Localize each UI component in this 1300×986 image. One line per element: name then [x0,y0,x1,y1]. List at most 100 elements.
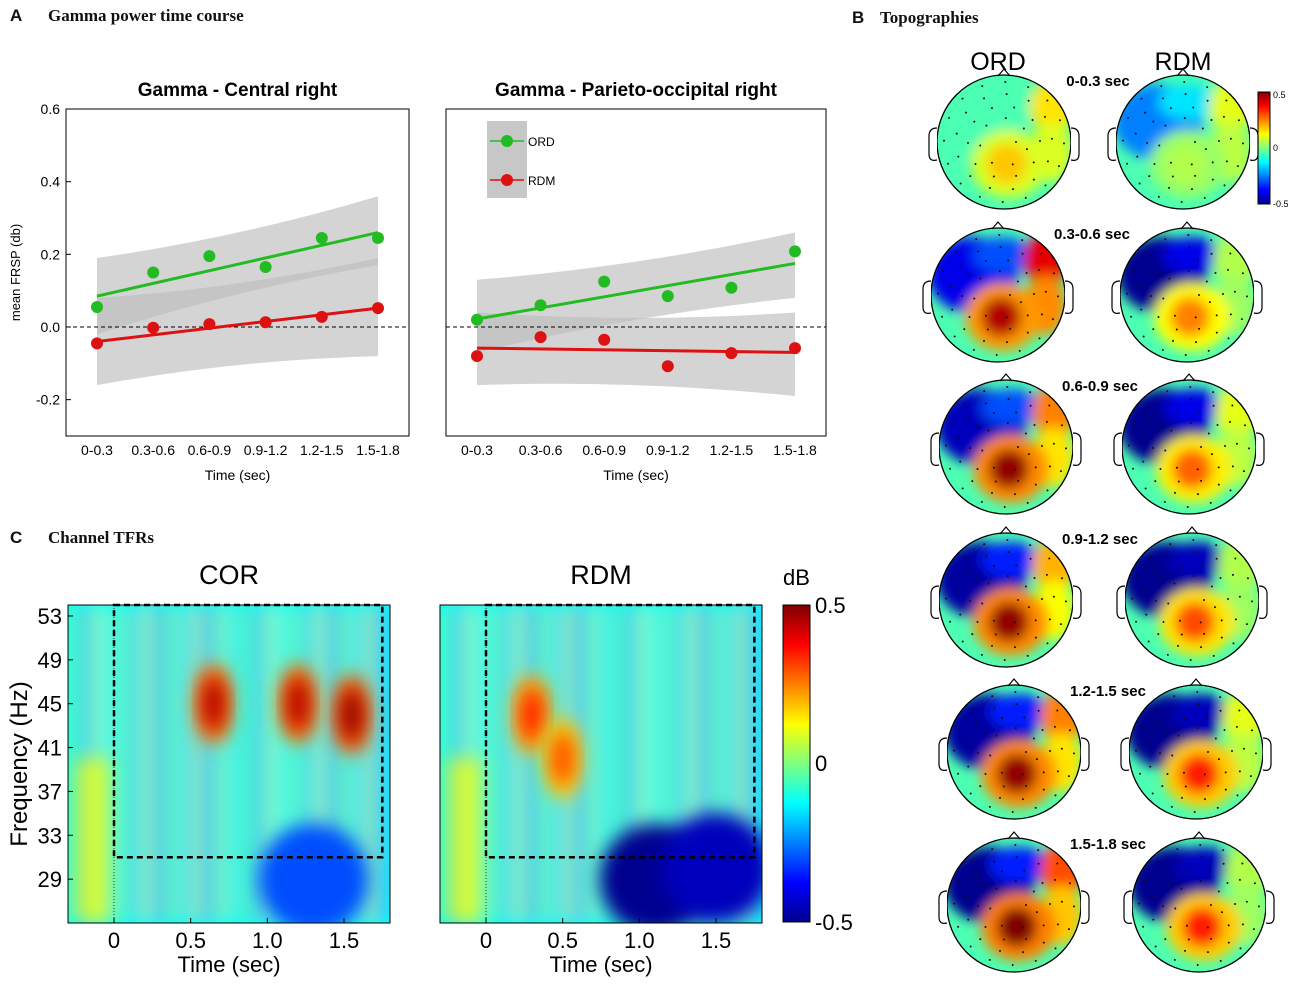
electrode-dot [1257,905,1260,908]
electrode-dot [949,467,952,470]
topo-parietal [997,907,1037,947]
electrode-dot [1132,467,1135,470]
electrode-dot [1187,938,1190,941]
electrode-dot [1140,308,1143,311]
left-ear-outline [1107,127,1117,161]
electrode-dot [1146,402,1149,405]
topo-column-labels: ORD RDM [970,48,1211,76]
electrode-dot [1166,390,1169,393]
data-point-ord [203,250,216,263]
electrode-dot [1173,314,1176,317]
nose-outline [997,68,1011,77]
tfr-stripe [663,605,673,923]
right-ear-outline [1080,890,1090,924]
electrode-dot [1210,252,1213,255]
chart-legend: ORD RDM [487,121,555,198]
electrode-dot [1196,493,1199,496]
tfr-stripe [613,605,623,923]
line-chart-parieto-occipital-right: Gamma - Parieto-occipital right 0-0.3 0.3-… [445,80,827,483]
electrode-dot [1173,260,1176,263]
right-ear-outline [1080,737,1090,771]
tfr-stripe [204,605,214,923]
electrode-dot [1241,142,1244,145]
electrode-dot [984,314,987,317]
electrode-dot [1183,117,1186,120]
electrode-dot [1168,402,1171,405]
electrode-dot [1203,798,1206,801]
topo-frontal-band [973,237,1033,273]
electrode-dot [1007,551,1010,554]
electrode-dot [1162,97,1165,100]
electrode-dot [995,353,998,356]
y-tick-label: 0.0 [41,319,61,335]
tfr-y-tick-label: 33 [38,823,62,848]
electrode-dot [985,402,988,405]
electrode-dot [1172,339,1175,342]
data-point-rdm [534,331,547,344]
electrode-dot [1161,348,1164,351]
tfr-stripe [179,605,189,923]
right-ear-outline [1064,280,1074,314]
tfr-y-tick-label: 41 [38,736,62,761]
electrode-dot [1131,597,1134,600]
electrode-dot [1201,564,1204,567]
tfr-stripe [725,605,735,923]
topo-blobs [947,842,1081,961]
data-point-ord [147,266,160,279]
electrode-dot [1177,734,1180,737]
electrode-dot [963,402,966,405]
electrode-dot [959,613,962,616]
electrode-dot [991,644,994,647]
left-ear-outline [922,280,932,314]
electrode-dot [971,480,974,483]
electrode-dot [971,707,974,710]
data-point-rdm [91,337,103,350]
plot-frame [65,108,410,437]
electrode-dot [1231,465,1234,468]
topo-head-rdm [1116,526,1268,668]
tfr-stripe [700,605,710,923]
electrode-dot [1072,905,1075,908]
topo-head-rdm [1107,68,1259,210]
electrode-dot [1222,862,1225,865]
electrode-dot [992,175,995,178]
electrode-dot [1198,411,1201,414]
right-ear-outline [1072,585,1082,619]
electrode-dot [1170,429,1173,432]
electrode-dot [1006,539,1009,542]
electrode-dot [1175,466,1178,469]
topo-blobs [937,79,1071,198]
nose-outline [991,221,1005,230]
electrode-dot [984,260,987,263]
electrode-dot [1204,148,1207,151]
nose-outline [1007,831,1021,840]
electrode-dot [1219,959,1222,962]
panel-c-title: Channel TFRs [48,528,154,547]
topo-frontal-band [1158,84,1218,120]
electrode-dot [950,421,953,424]
topo-head-rdm [1113,373,1265,515]
tfr-stripe [712,605,722,923]
electrode-dot [1217,890,1220,893]
electrode-dot [979,144,982,147]
electrode-dot [1171,754,1174,757]
tfr-y-axis-label: Frequency (Hz) [6,681,33,846]
tfr-stripe [266,605,276,923]
electrode-dot [1243,424,1246,427]
topo-electrodes [1126,234,1248,356]
electrode-dot [990,161,993,164]
topo-frontal-band [989,847,1049,883]
topo-blobs [1132,842,1266,961]
electrode-dot [989,907,992,910]
electrode-dot [1037,709,1040,712]
electrode-dot [1002,938,1005,941]
electrode-dot [1203,196,1206,199]
topo-colorbar-gradient [1257,91,1271,205]
electrode-dot [1215,331,1218,334]
topo-parietal [1182,907,1222,947]
electrode-dot [1159,467,1162,470]
electrode-dot [1033,424,1036,427]
right-ear-outline [1253,280,1263,314]
electrode-dot [976,467,979,470]
electrode-dot [981,449,984,452]
